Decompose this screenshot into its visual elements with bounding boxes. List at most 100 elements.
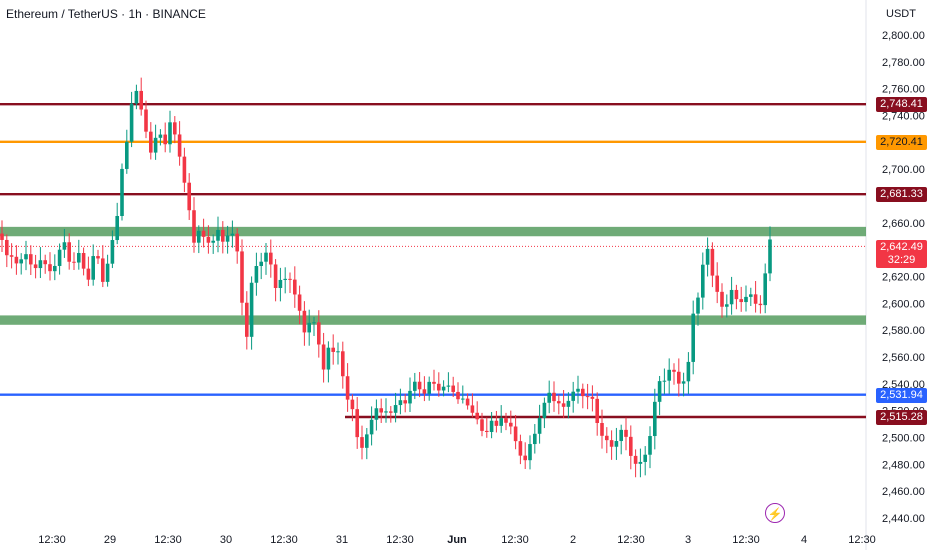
candle-body bbox=[293, 279, 297, 295]
candle-body bbox=[0, 233, 4, 240]
price-tick-label: 2,480.00 bbox=[882, 459, 925, 471]
candle-body bbox=[533, 433, 537, 445]
candle-body bbox=[273, 264, 278, 288]
candle-body bbox=[149, 131, 153, 153]
candle-body bbox=[681, 381, 686, 384]
candle-body bbox=[101, 258, 105, 282]
price-level-badge: 2,681.33 bbox=[876, 187, 927, 203]
candle-body bbox=[259, 261, 263, 267]
candle-body bbox=[393, 405, 398, 413]
time-tick-label: 12:30 bbox=[38, 534, 66, 546]
candle-body bbox=[321, 344, 326, 370]
candle-body bbox=[461, 398, 465, 400]
candle-body bbox=[38, 260, 43, 269]
candle-body bbox=[48, 264, 52, 272]
candle-body bbox=[427, 381, 431, 394]
candle-body bbox=[605, 435, 609, 441]
candle-body bbox=[744, 296, 748, 303]
candle-body bbox=[115, 215, 119, 241]
candle-body bbox=[365, 434, 369, 448]
candle-body bbox=[763, 273, 767, 306]
candle-body bbox=[230, 233, 235, 236]
candle-body bbox=[96, 256, 100, 259]
lightning-icon[interactable]: ⚡ bbox=[765, 503, 785, 523]
candles bbox=[0, 77, 772, 478]
candle-body bbox=[643, 454, 647, 462]
candle-body bbox=[278, 279, 283, 288]
symbol-title[interactable]: Ethereum / TetherUS · 1h · BINANCE bbox=[6, 7, 206, 21]
candle-body bbox=[398, 400, 403, 406]
candle-body bbox=[369, 419, 374, 435]
current-price-badge: 2,642.49 32:29 bbox=[876, 240, 927, 268]
candle-body bbox=[624, 429, 628, 437]
candle-body bbox=[307, 322, 311, 333]
candle-body bbox=[53, 265, 57, 272]
candle-body bbox=[753, 294, 758, 304]
price-tick-label: 2,440.00 bbox=[882, 513, 925, 525]
candle-body bbox=[249, 282, 254, 337]
candle-body bbox=[470, 405, 475, 413]
candle-body bbox=[705, 248, 710, 265]
candle-body bbox=[240, 251, 244, 303]
candle-body bbox=[729, 289, 734, 305]
support-zones bbox=[0, 226, 866, 325]
candle-body bbox=[350, 399, 355, 410]
candle-body bbox=[456, 391, 460, 400]
candle-body bbox=[542, 402, 547, 418]
candle-body bbox=[110, 240, 115, 264]
currency-label[interactable]: USDT bbox=[886, 8, 916, 20]
candle-body bbox=[336, 351, 340, 353]
candle-body bbox=[465, 398, 470, 406]
candle-body bbox=[33, 264, 38, 269]
price-tick-label: 2,760.00 bbox=[882, 84, 925, 96]
candle-body bbox=[57, 249, 62, 266]
bar-countdown: 32:29 bbox=[887, 254, 916, 266]
candle-body bbox=[653, 401, 657, 437]
candle-body bbox=[633, 455, 638, 464]
candle-body bbox=[216, 229, 220, 241]
candle-body bbox=[595, 398, 599, 423]
price-tick-label: 2,560.00 bbox=[882, 352, 925, 364]
time-tick-label: 4 bbox=[801, 534, 807, 546]
price-tick-label: 2,800.00 bbox=[882, 30, 925, 42]
candle-body bbox=[86, 268, 91, 280]
candle-body bbox=[341, 351, 345, 377]
candle-body bbox=[417, 381, 422, 390]
candle-body bbox=[24, 254, 28, 260]
candle-body bbox=[451, 385, 455, 392]
candle-body bbox=[134, 90, 139, 104]
candle-body bbox=[571, 391, 575, 401]
candle-body bbox=[638, 461, 643, 464]
candle-body bbox=[91, 256, 95, 280]
candle-body bbox=[331, 347, 335, 352]
candle-body bbox=[720, 291, 724, 307]
current-price-label: 2,642.49 bbox=[880, 241, 923, 253]
candle-body bbox=[441, 386, 446, 391]
candle-body bbox=[105, 263, 110, 282]
candle-body bbox=[749, 294, 753, 297]
candle-body bbox=[513, 426, 518, 442]
candle-body bbox=[197, 230, 201, 243]
candle-body bbox=[504, 418, 508, 423]
candle-body bbox=[662, 380, 667, 382]
candle-body bbox=[537, 417, 542, 434]
price-level-badge: 2,531.94 bbox=[876, 387, 927, 403]
candle-body bbox=[187, 182, 191, 211]
candle-body bbox=[437, 383, 441, 391]
candle-body bbox=[168, 122, 172, 145]
candle-body bbox=[734, 289, 739, 300]
candle-body bbox=[600, 422, 604, 436]
candle-body bbox=[768, 239, 772, 274]
candle-body bbox=[360, 437, 364, 448]
candle-body bbox=[264, 252, 268, 262]
candle-body bbox=[475, 412, 479, 420]
candle-body bbox=[648, 436, 652, 455]
time-tick-label: 12:30 bbox=[848, 534, 876, 546]
candle-body bbox=[701, 264, 705, 298]
candle-body bbox=[715, 275, 719, 292]
candle-body bbox=[561, 403, 566, 407]
price-tick-label: 2,500.00 bbox=[882, 433, 925, 445]
candle-body bbox=[432, 381, 436, 384]
time-tick-label: 3 bbox=[685, 534, 691, 546]
